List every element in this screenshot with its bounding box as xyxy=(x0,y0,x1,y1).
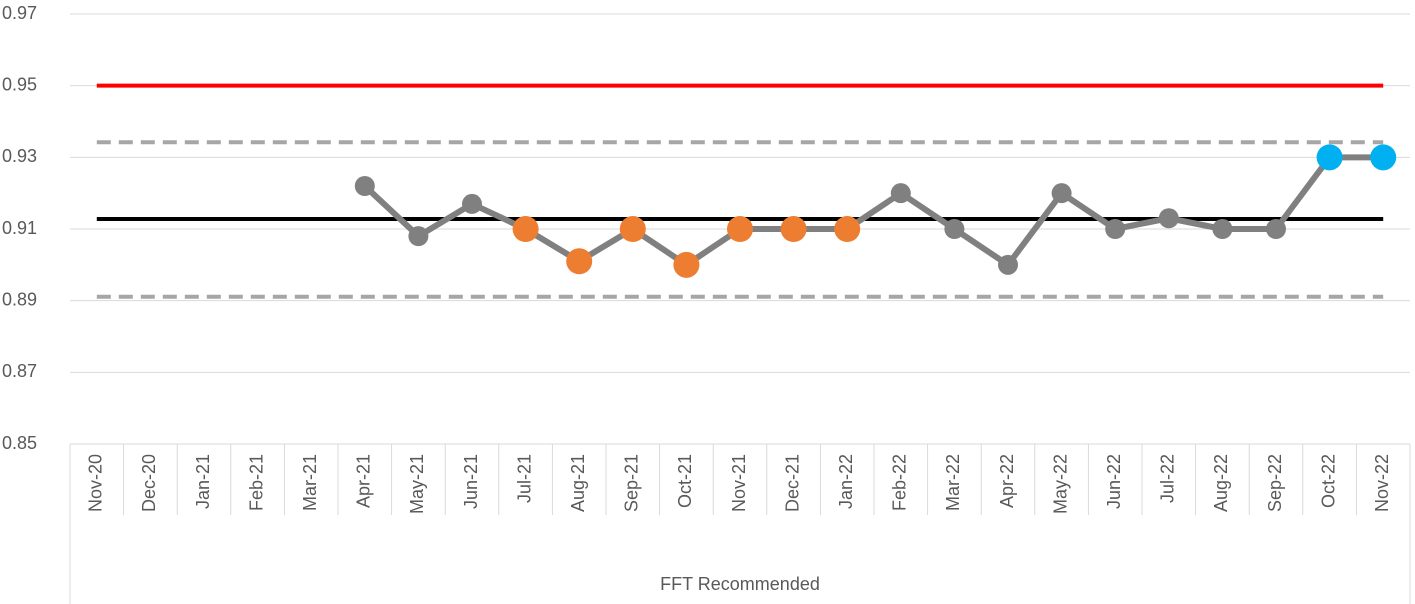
data-point xyxy=(673,251,700,278)
x-tick-label: Dec-21 xyxy=(782,454,802,512)
x-tick-label: Jan-21 xyxy=(193,454,213,509)
data-point xyxy=(1266,219,1286,239)
x-tick-label: Mar-22 xyxy=(943,454,963,511)
y-tick-label: 0.97 xyxy=(2,3,37,23)
x-tick-label: Nov-21 xyxy=(729,454,749,512)
data-point xyxy=(1051,183,1072,204)
y-tick-label: 0.93 xyxy=(2,146,37,166)
x-tick-label: May-21 xyxy=(407,454,427,514)
data-point xyxy=(566,248,593,275)
y-tick-label: 0.85 xyxy=(2,433,37,453)
x-tick-label: Apr-22 xyxy=(997,454,1017,508)
data-point xyxy=(462,193,482,214)
data-point xyxy=(354,176,375,196)
x-axis-title: FFT Recommended xyxy=(660,574,820,594)
x-tick-label: Nov-22 xyxy=(1372,454,1392,512)
data-point xyxy=(944,219,965,239)
y-tick-label: 0.95 xyxy=(2,74,37,94)
data-point xyxy=(512,216,539,242)
data-point xyxy=(998,254,1018,275)
data-point xyxy=(727,216,753,242)
y-tick-label: 0.87 xyxy=(2,361,37,381)
x-tick-label: May-22 xyxy=(1050,454,1070,514)
x-tick-label: Apr-21 xyxy=(354,454,374,508)
x-tick-label: Jan-22 xyxy=(836,454,856,509)
data-point xyxy=(1158,208,1179,229)
series-line xyxy=(362,154,1384,268)
x-tick-label: Oct-22 xyxy=(1318,454,1338,508)
x-tick-label: Jul-21 xyxy=(514,454,534,503)
data-point xyxy=(619,216,646,242)
x-tick-label: Feb-21 xyxy=(246,454,266,511)
x-tick-label: Dec-20 xyxy=(139,454,159,512)
x-tick-label: Jun-21 xyxy=(461,454,481,509)
x-tick-label: Jul-22 xyxy=(1158,454,1178,503)
x-tick-label: Aug-22 xyxy=(1211,454,1231,512)
data-point xyxy=(1105,219,1126,239)
x-tick-label: Aug-21 xyxy=(568,454,588,512)
x-tick-label: Feb-22 xyxy=(890,454,910,511)
x-tick-label: Mar-21 xyxy=(300,454,320,511)
y-tick-label: 0.89 xyxy=(2,289,37,309)
x-tick-label: Sep-22 xyxy=(1265,454,1285,512)
y-tick-label: 0.91 xyxy=(2,218,37,238)
x-tick-label: Jun-22 xyxy=(1104,454,1124,509)
x-tick-label: Oct-21 xyxy=(675,454,695,508)
data-point xyxy=(890,183,911,204)
data-point xyxy=(834,216,861,242)
data-point xyxy=(1316,144,1343,171)
data-point xyxy=(1370,144,1397,171)
x-tick-label: Nov-20 xyxy=(86,454,106,512)
data-point xyxy=(1212,219,1233,239)
data-point xyxy=(408,226,429,247)
data-point xyxy=(780,216,807,242)
x-tick-label: Sep-21 xyxy=(622,454,642,512)
